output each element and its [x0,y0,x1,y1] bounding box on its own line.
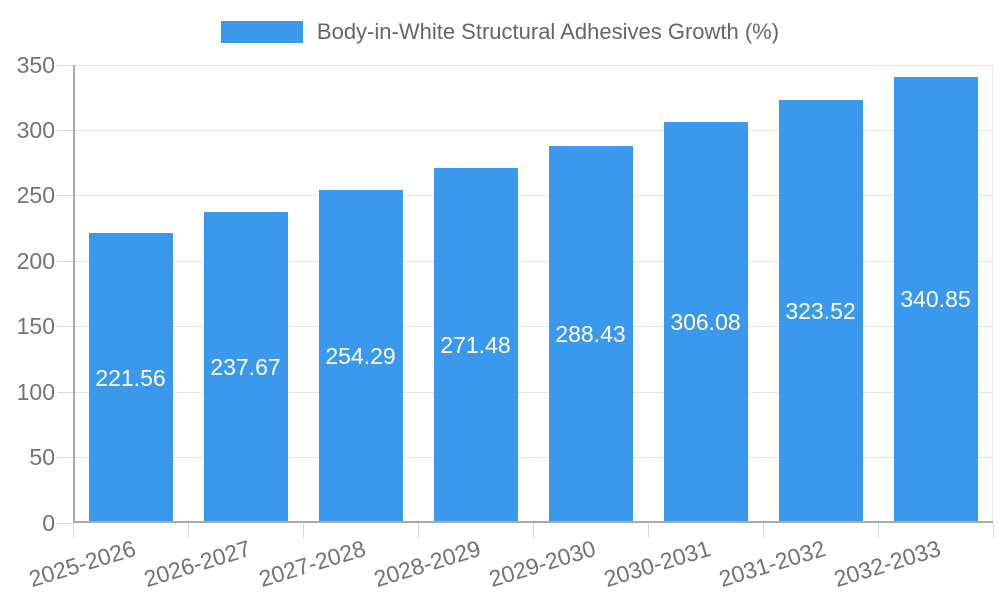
bar-value-label: 340.85 [900,286,971,313]
legend: Body-in-White Structural Adhesives Growt… [0,19,1000,45]
x-tick-mark [992,523,994,538]
x-axis-line [73,521,993,523]
x-tick-mark [187,523,189,538]
gridline [73,260,993,262]
gridline [992,65,993,523]
y-tick-mark [57,522,73,524]
y-tick-mark [57,260,73,262]
y-axis-line [73,65,75,523]
bar-value-label: 237.67 [210,353,281,380]
x-tick-label: 2027-2028 [255,535,369,593]
bar-value-label: 254.29 [325,343,396,370]
bar-value-label: 288.43 [555,320,626,347]
x-tick-mark [72,523,74,538]
bar-value-label: 306.08 [670,309,741,336]
x-tick-mark [302,523,304,538]
bar-value-label: 323.52 [785,297,856,324]
x-tick-mark [877,523,879,538]
bar[interactable]: 306.08 [663,122,748,523]
y-tick-mark [57,195,73,197]
y-tick-mark [57,129,73,131]
y-tick-label: 0 [42,509,55,536]
gridline [73,391,993,393]
gridline [73,457,993,459]
legend-swatch [220,21,303,43]
gridline [73,195,993,197]
y-tick-label: 350 [16,51,55,78]
legend-item[interactable]: Body-in-White Structural Adhesives Growt… [220,19,780,45]
bar[interactable]: 271.48 [433,167,518,523]
y-tick-mark [57,64,73,66]
y-tick-label: 50 [29,444,55,471]
bar[interactable]: 323.52 [778,99,863,523]
x-tick-label: 2029-2030 [485,535,599,593]
gridline [73,64,993,66]
bar[interactable]: 221.56 [88,233,173,523]
bar[interactable]: 340.85 [893,76,978,523]
gridline [73,326,993,328]
bar[interactable]: 237.67 [203,211,288,523]
y-tick-mark [57,457,73,459]
x-tick-mark [647,523,649,538]
x-tick-label: 2026-2027 [140,535,254,593]
y-tick-label: 200 [16,247,55,274]
gridline [73,129,993,131]
bar[interactable]: 254.29 [318,190,403,523]
x-tick-mark [762,523,764,538]
plot-area: 0 50 100 150 200 250 300 350 221.56 237.67 254.29 2… [17,52,994,592]
x-tick-label: 2031-2032 [715,535,829,593]
y-tick-label: 100 [16,378,55,405]
y-tick-label: 150 [16,313,55,340]
legend-label: Body-in-White Structural Adhesives Growt… [316,19,780,44]
bar-value-label: 221.56 [95,364,166,391]
x-tick-label: 2030-2031 [600,535,714,593]
y-tick-mark [57,326,73,328]
y-tick-label: 300 [16,116,55,143]
x-tick-label: 2028-2029 [370,535,484,593]
x-tick-label: 2025-2026 [25,535,139,593]
x-tick-label: 2032-2033 [830,535,944,593]
bar-value-label: 271.48 [440,331,511,358]
y-tick-mark [57,391,73,393]
x-tick-mark [417,523,419,538]
bar[interactable]: 288.43 [548,145,633,523]
y-tick-label: 250 [16,182,55,209]
x-tick-mark [532,523,534,538]
